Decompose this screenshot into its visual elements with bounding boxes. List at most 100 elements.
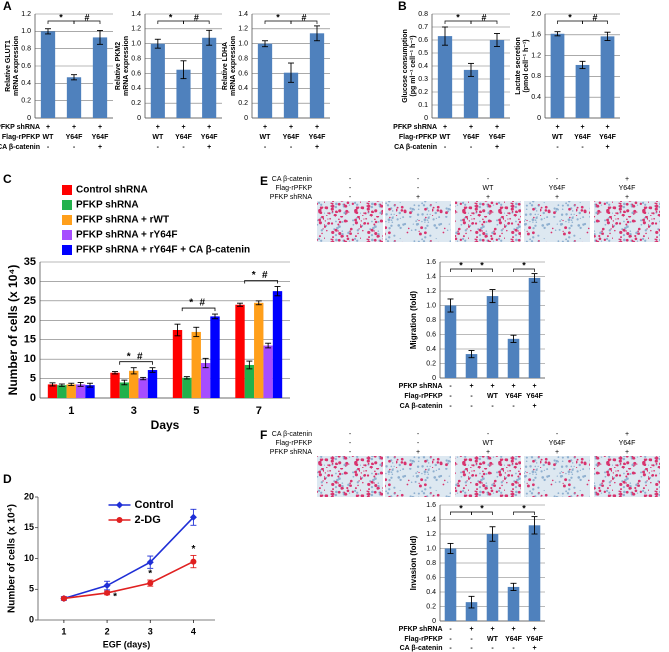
row-label: CA β-catenin <box>394 144 437 151</box>
y-tick-label: 0.6 <box>238 70 248 77</box>
bar <box>66 77 82 118</box>
legend-swatch <box>62 215 72 225</box>
row-cell: + <box>46 124 50 131</box>
y-tick-label: 0 <box>432 618 436 625</box>
y-axis-label: Number of cells (x 10⁴) <box>7 504 18 613</box>
micrograph <box>524 456 590 497</box>
row-cell: Y64F <box>526 636 543 643</box>
micrograph <box>594 201 660 242</box>
x-tick-label: 3 <box>148 626 153 636</box>
header-cell: WT <box>483 440 495 447</box>
bar <box>550 33 565 119</box>
y-tick-label: 0.2 <box>426 603 436 610</box>
row-cell: + <box>98 144 102 151</box>
bar <box>283 72 299 118</box>
legend-label: PFKP shRNA + rWT <box>76 215 169 226</box>
row-cell: - <box>73 144 76 151</box>
row-cell: + <box>469 124 473 131</box>
row-label: Flag-rPFKP <box>2 134 40 141</box>
row-cell: + <box>555 124 559 131</box>
header-label: CA β-catenin <box>272 431 312 438</box>
header-cell: + <box>555 194 559 201</box>
bar <box>465 602 478 621</box>
y-tick-label: 1.4 <box>426 273 436 280</box>
bar <box>66 384 76 398</box>
header-cell: Y64F <box>619 440 636 447</box>
bar <box>119 382 130 398</box>
bar <box>235 304 245 398</box>
row-cell: + <box>315 124 319 131</box>
row-cell: + <box>490 626 494 633</box>
point <box>104 589 111 596</box>
row-label: PFKP shRNA <box>393 124 437 131</box>
y-tick-label: 1.2 <box>131 26 141 33</box>
header-label: Flag-rPFKP <box>275 440 312 447</box>
y-tick-label: 0.7 <box>418 24 428 31</box>
significance-bracket <box>513 511 535 515</box>
significance-bracket <box>290 20 318 24</box>
significance-bracket <box>244 280 278 284</box>
row-label: Flag-rPFKP <box>399 134 437 141</box>
y-tick-label: 0.8 <box>426 317 436 324</box>
y-tick-label: 0 <box>424 115 428 122</box>
y-tick-label: 20 <box>24 491 34 501</box>
y-tick-label: 0 <box>244 115 248 122</box>
bar <box>528 277 541 378</box>
row-cell: Y64F <box>574 134 591 141</box>
y-tick-label: 1.2 <box>531 52 541 59</box>
row-cell: WT <box>487 393 499 400</box>
y-tick-label: 0.4 <box>426 346 436 353</box>
row-cell: + <box>580 124 584 131</box>
row-cell: - <box>264 144 267 151</box>
y-tick-label: 25 <box>24 295 36 307</box>
y-tick-label: 10 <box>24 353 36 365</box>
row-cell: - <box>449 626 452 633</box>
y-tick-label: 0.6 <box>426 574 436 581</box>
y-tick-label: 1.0 <box>426 302 436 309</box>
row-label: PFKP shRNA <box>399 383 443 390</box>
y-axis-label: Migration (fold) <box>409 291 418 350</box>
bar <box>176 69 191 118</box>
point <box>189 513 197 521</box>
header-cell: - <box>417 431 420 438</box>
header-cell: - <box>417 440 420 447</box>
y-axis-label: Number of cells (x 10⁴) <box>6 265 20 396</box>
row-cell: - <box>444 144 447 151</box>
y-tick-label: 0.4 <box>131 85 141 92</box>
row-cell: WT <box>43 134 55 141</box>
bar <box>40 31 56 118</box>
y-tick-label: 0.2 <box>426 360 436 367</box>
bar <box>463 69 479 118</box>
significance-label: * <box>148 569 152 580</box>
y-axis-label: Relative LDHA <box>222 42 229 90</box>
y-tick-label: 5 <box>30 372 36 384</box>
y-tick-label: 0.6 <box>418 37 428 44</box>
significance-bracket <box>119 361 153 365</box>
bar <box>172 330 183 398</box>
micrograph <box>455 456 521 497</box>
bar <box>465 354 478 378</box>
header-cell: - <box>556 431 559 438</box>
significance-label: * <box>459 503 463 513</box>
header-cell: + <box>416 194 420 201</box>
row-cell: WT <box>152 134 164 141</box>
y-tick-label: 15 <box>24 522 34 532</box>
header-cell: + <box>625 176 629 183</box>
significance-label: * <box>191 544 195 555</box>
significance-label: * <box>456 12 460 22</box>
bar <box>489 40 505 118</box>
header-cell: Y64F <box>549 440 566 447</box>
point <box>147 580 154 587</box>
y-axis-label: Relative GLUT1 <box>5 40 12 92</box>
y-tick-label: 0.1 <box>418 102 428 109</box>
row-cell: + <box>289 124 293 131</box>
significance-label: * <box>480 260 484 270</box>
x-axis-label: EGF (days) <box>103 639 151 649</box>
header-cell: + <box>486 449 490 456</box>
y-tick-label: 0 <box>432 375 436 382</box>
row-cell: + <box>72 124 76 131</box>
row-cell: - <box>581 144 584 151</box>
y-tick-label: 1.6 <box>426 502 436 509</box>
bar <box>85 385 95 398</box>
row-cell: Y64F <box>309 134 326 141</box>
